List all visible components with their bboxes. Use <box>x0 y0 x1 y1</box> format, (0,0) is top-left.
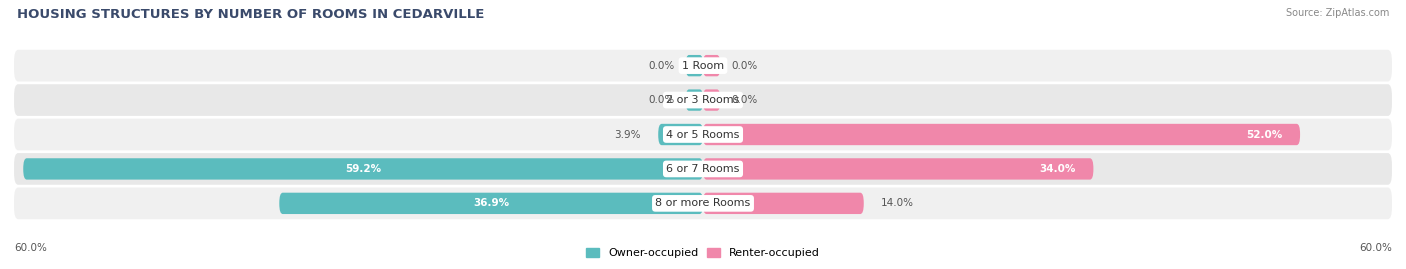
FancyBboxPatch shape <box>686 89 703 111</box>
FancyBboxPatch shape <box>14 153 1392 185</box>
Text: 3.9%: 3.9% <box>614 129 641 140</box>
FancyBboxPatch shape <box>14 84 1392 116</box>
Text: 34.0%: 34.0% <box>1040 164 1076 174</box>
Text: 59.2%: 59.2% <box>344 164 381 174</box>
Text: 6 or 7 Rooms: 6 or 7 Rooms <box>666 164 740 174</box>
Text: HOUSING STRUCTURES BY NUMBER OF ROOMS IN CEDARVILLE: HOUSING STRUCTURES BY NUMBER OF ROOMS IN… <box>17 8 484 21</box>
FancyBboxPatch shape <box>14 50 1392 82</box>
Legend: Owner-occupied, Renter-occupied: Owner-occupied, Renter-occupied <box>586 248 820 258</box>
Text: 0.0%: 0.0% <box>731 61 758 71</box>
Text: 8 or more Rooms: 8 or more Rooms <box>655 198 751 208</box>
FancyBboxPatch shape <box>686 55 703 76</box>
Text: 4 or 5 Rooms: 4 or 5 Rooms <box>666 129 740 140</box>
Text: 60.0%: 60.0% <box>1360 243 1392 253</box>
FancyBboxPatch shape <box>658 124 703 145</box>
Text: 14.0%: 14.0% <box>882 198 914 208</box>
FancyBboxPatch shape <box>703 193 863 214</box>
Text: 1 Room: 1 Room <box>682 61 724 71</box>
FancyBboxPatch shape <box>14 119 1392 150</box>
Text: 0.0%: 0.0% <box>731 95 758 105</box>
FancyBboxPatch shape <box>703 89 720 111</box>
FancyBboxPatch shape <box>24 158 703 180</box>
Text: 2 or 3 Rooms: 2 or 3 Rooms <box>666 95 740 105</box>
Text: 36.9%: 36.9% <box>472 198 509 208</box>
FancyBboxPatch shape <box>14 187 1392 219</box>
FancyBboxPatch shape <box>703 158 1094 180</box>
Text: 0.0%: 0.0% <box>648 61 675 71</box>
Text: 0.0%: 0.0% <box>648 95 675 105</box>
Text: Source: ZipAtlas.com: Source: ZipAtlas.com <box>1285 8 1389 18</box>
FancyBboxPatch shape <box>703 55 720 76</box>
Text: 52.0%: 52.0% <box>1247 129 1282 140</box>
Text: 60.0%: 60.0% <box>14 243 46 253</box>
FancyBboxPatch shape <box>280 193 703 214</box>
FancyBboxPatch shape <box>703 124 1301 145</box>
